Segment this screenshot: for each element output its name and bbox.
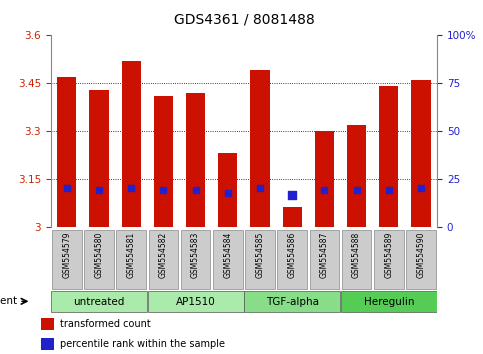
Text: GSM554580: GSM554580 xyxy=(95,232,103,278)
Bar xyxy=(347,125,366,227)
Point xyxy=(192,187,199,193)
FancyBboxPatch shape xyxy=(116,230,146,289)
Bar xyxy=(186,93,205,227)
Bar xyxy=(57,77,76,227)
Point xyxy=(63,185,71,191)
Text: GDS4361 / 8081488: GDS4361 / 8081488 xyxy=(173,12,314,27)
FancyBboxPatch shape xyxy=(310,230,339,289)
Point xyxy=(128,185,135,191)
FancyBboxPatch shape xyxy=(277,230,307,289)
FancyBboxPatch shape xyxy=(245,230,275,289)
Point xyxy=(224,190,232,196)
Bar xyxy=(122,61,141,227)
Bar xyxy=(154,96,173,227)
Point xyxy=(288,192,296,198)
FancyBboxPatch shape xyxy=(148,291,243,312)
Text: percentile rank within the sample: percentile rank within the sample xyxy=(60,339,225,349)
FancyBboxPatch shape xyxy=(149,230,178,289)
Bar xyxy=(250,70,270,227)
Bar xyxy=(41,318,54,330)
Point xyxy=(321,187,328,193)
Text: GSM554588: GSM554588 xyxy=(352,232,361,278)
Bar xyxy=(41,338,54,350)
Text: GSM554587: GSM554587 xyxy=(320,232,329,278)
Text: AP1510: AP1510 xyxy=(176,297,215,307)
Text: TGF-alpha: TGF-alpha xyxy=(266,297,319,307)
Text: GSM554582: GSM554582 xyxy=(159,232,168,278)
Bar xyxy=(218,153,238,227)
Point xyxy=(95,187,103,193)
Bar xyxy=(89,90,109,227)
Text: GSM554584: GSM554584 xyxy=(223,232,232,278)
FancyBboxPatch shape xyxy=(213,230,242,289)
Text: GSM554583: GSM554583 xyxy=(191,232,200,278)
Text: GSM554581: GSM554581 xyxy=(127,232,136,278)
Text: GSM554590: GSM554590 xyxy=(416,232,426,278)
Bar xyxy=(315,131,334,227)
Bar xyxy=(412,80,431,227)
Text: untreated: untreated xyxy=(73,297,125,307)
FancyBboxPatch shape xyxy=(341,291,437,312)
Text: GSM554579: GSM554579 xyxy=(62,232,71,278)
Text: GSM554586: GSM554586 xyxy=(288,232,297,278)
FancyBboxPatch shape xyxy=(51,291,147,312)
FancyBboxPatch shape xyxy=(181,230,211,289)
FancyBboxPatch shape xyxy=(374,230,404,289)
Point xyxy=(159,187,167,193)
FancyBboxPatch shape xyxy=(342,230,371,289)
Text: Heregulin: Heregulin xyxy=(364,297,414,307)
Point xyxy=(256,185,264,191)
Text: GSM554585: GSM554585 xyxy=(256,232,265,278)
Point xyxy=(417,185,425,191)
Point xyxy=(385,187,393,193)
Bar xyxy=(379,86,398,227)
Text: GSM554589: GSM554589 xyxy=(384,232,393,278)
Point xyxy=(353,187,360,193)
FancyBboxPatch shape xyxy=(244,291,340,312)
FancyBboxPatch shape xyxy=(84,230,114,289)
FancyBboxPatch shape xyxy=(406,230,436,289)
FancyBboxPatch shape xyxy=(52,230,82,289)
Text: agent: agent xyxy=(0,296,18,306)
Bar xyxy=(283,207,302,227)
Text: transformed count: transformed count xyxy=(60,319,151,329)
